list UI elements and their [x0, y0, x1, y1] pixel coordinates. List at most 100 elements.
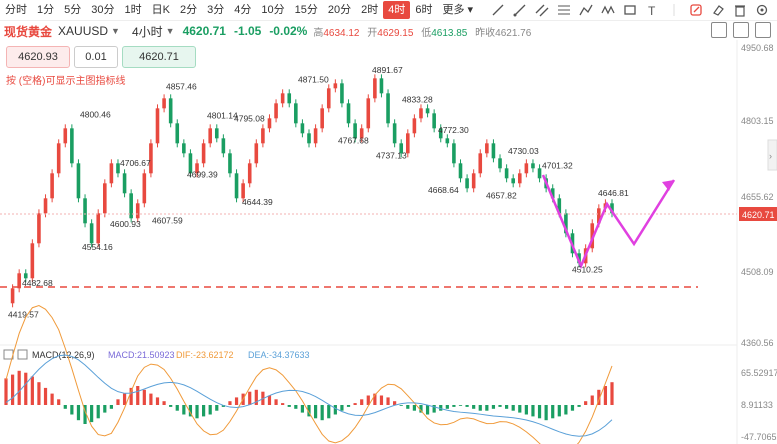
- chevron-down-icon[interactable]: ▼: [165, 26, 175, 36]
- fullscreen-icon[interactable]: [755, 22, 771, 38]
- macd-bar: [419, 405, 423, 413]
- macd-bar: [116, 399, 120, 405]
- candle-body: [583, 248, 588, 264]
- candle-body: [116, 163, 120, 174]
- macd-bar: [505, 405, 509, 409]
- candle-body: [254, 143, 259, 164]
- macd-bar: [188, 405, 193, 417]
- candle-body: [386, 93, 390, 124]
- candle-body: [247, 163, 252, 184]
- timeframe-toolbar: 分时 1分 5分 30分 1时 日K 2分 3分 4分 10分 15分 20分 2时 4时 6时 更多 ▾: [0, 0, 777, 21]
- macd-bar: [472, 405, 476, 409]
- timeframe-13[interactable]: 4时: [383, 1, 411, 19]
- macd-axis-label: 8.91133: [741, 400, 773, 410]
- macd-histogram: [4, 370, 614, 424]
- candle-body: [590, 223, 595, 249]
- parallel-line-icon[interactable]: [531, 0, 553, 20]
- trend-line-icon[interactable]: [487, 0, 509, 20]
- dif-line: [5, 305, 613, 444]
- candle-body: [56, 143, 61, 174]
- macd-visibility-icon[interactable]: [17, 349, 28, 360]
- candle-body: [234, 173, 239, 199]
- timeframe-10[interactable]: 15分: [294, 4, 318, 16]
- eraser-icon[interactable]: [707, 0, 729, 20]
- period-label[interactable]: 4小时: [131, 24, 163, 39]
- instrument-symbol[interactable]: XAUUSD: [58, 24, 109, 38]
- macd-header: MACD(12,26,9) MACD:21.50923 DIF:-23.6217…: [3, 349, 310, 360]
- timeframe-11[interactable]: 20分: [327, 4, 352, 16]
- rectangle-icon[interactable]: [619, 0, 641, 20]
- fibonacci-icon[interactable]: [553, 0, 575, 20]
- instrument-name: 现货黄金: [4, 24, 53, 39]
- candle-body: [452, 143, 456, 164]
- wave-icon[interactable]: [597, 0, 619, 20]
- macd-bar: [96, 405, 100, 419]
- timeframe-15[interactable]: 更多 ▾: [442, 4, 474, 16]
- candle-body: [564, 213, 568, 234]
- macd-bar: [261, 391, 265, 405]
- ohlc-summary: 高4634.12 开4629.15 低4613.85 昨收4621.76: [313, 27, 532, 39]
- candle-body: [37, 213, 41, 244]
- chevron-right-icon[interactable]: ›: [769, 151, 772, 161]
- timeframe-4[interactable]: 1时: [124, 4, 142, 16]
- candle-body: [89, 223, 94, 244]
- timeframe-6[interactable]: 2分: [179, 4, 198, 16]
- settings-icon[interactable]: [751, 0, 773, 20]
- channel-icon[interactable]: [575, 0, 597, 20]
- macd-bar: [63, 405, 67, 409]
- candle-body: [109, 163, 114, 184]
- timeframe-2[interactable]: 5分: [64, 4, 82, 16]
- candle-body: [168, 98, 173, 124]
- timeframe-1[interactable]: 1分: [37, 4, 55, 16]
- lot-size-input[interactable]: 0.01: [74, 46, 118, 68]
- candle-body: [307, 133, 311, 144]
- sell-price-button[interactable]: 4620.93: [6, 46, 70, 68]
- candle-body: [366, 98, 371, 129]
- svg-text:T: T: [648, 4, 656, 17]
- text-icon[interactable]: T: [641, 0, 663, 20]
- candle-body: [478, 153, 483, 174]
- side-panel-toggle[interactable]: [767, 139, 777, 171]
- candle-body: [458, 163, 463, 179]
- macd-bar: [43, 387, 48, 405]
- chevron-down-icon[interactable]: ▼: [111, 26, 120, 36]
- candle-body: [23, 273, 28, 279]
- candle-body: [129, 193, 133, 219]
- macd-bar: [544, 405, 548, 421]
- timeframe-3[interactable]: 30分: [91, 4, 115, 16]
- candle-body: [326, 88, 331, 109]
- timeframe-14[interactable]: 6时: [415, 4, 433, 16]
- macd-bar: [511, 405, 515, 411]
- timeframe-0[interactable]: 分时: [5, 4, 27, 16]
- macd-settings-icon[interactable]: [3, 349, 14, 360]
- ray-icon[interactable]: [509, 0, 531, 20]
- timeframe-12[interactable]: 2时: [361, 4, 379, 16]
- macd-bar: [327, 405, 331, 419]
- edit-icon[interactable]: [685, 0, 707, 20]
- price-annotation: 4701.32: [542, 160, 573, 170]
- macd-bar: [142, 389, 146, 405]
- macd-bar: [458, 405, 463, 406]
- timeframe-8[interactable]: 4分: [234, 4, 252, 16]
- candle-body: [425, 108, 430, 114]
- candle-body: [432, 113, 436, 129]
- quick-trade: 4620.93 0.01 4620.71: [6, 46, 196, 68]
- layout-icon[interactable]: [733, 22, 749, 38]
- price-annotation: 4554.16: [82, 242, 113, 252]
- timeframe-9[interactable]: 10分: [261, 4, 285, 16]
- macd-bar: [399, 405, 403, 406]
- candle-body: [287, 93, 292, 104]
- buy-price-button[interactable]: 4620.71: [122, 46, 196, 68]
- price-axis-label: 4508.09: [741, 267, 774, 277]
- delete-icon[interactable]: [729, 0, 751, 20]
- macd-bar: [366, 395, 370, 405]
- timeframe-7[interactable]: 3分: [207, 4, 225, 16]
- candle-body: [359, 128, 364, 139]
- indicator-icon[interactable]: [711, 22, 727, 38]
- macd-bar: [50, 393, 54, 405]
- price-annotation: 4706.67: [120, 158, 151, 168]
- candle-body: [155, 108, 160, 144]
- macd-bar: [129, 387, 133, 405]
- timeframe-5[interactable]: 日K: [151, 4, 170, 16]
- macd-bar: [498, 405, 502, 407]
